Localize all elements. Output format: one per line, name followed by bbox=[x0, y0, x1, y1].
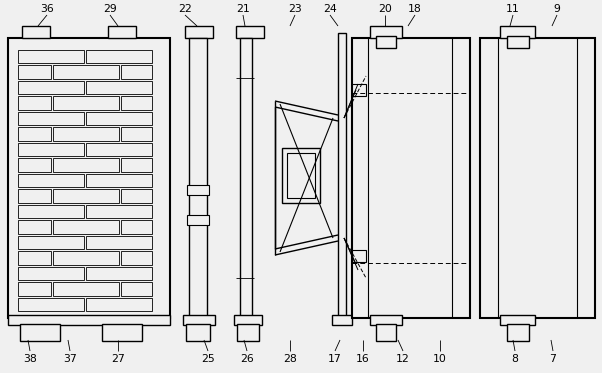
Bar bbox=[18, 251, 51, 264]
Text: 11: 11 bbox=[506, 4, 520, 14]
Text: 26: 26 bbox=[240, 354, 254, 364]
Bar bbox=[121, 282, 152, 295]
Text: 9: 9 bbox=[554, 4, 560, 14]
Bar bbox=[507, 36, 529, 48]
Bar bbox=[53, 282, 119, 295]
Text: 27: 27 bbox=[111, 354, 125, 364]
Bar bbox=[86, 50, 152, 63]
Bar bbox=[18, 266, 84, 280]
Bar bbox=[352, 38, 470, 318]
Bar bbox=[18, 50, 84, 63]
Bar bbox=[53, 251, 119, 264]
Bar bbox=[18, 65, 51, 78]
Text: 20: 20 bbox=[378, 4, 392, 14]
Bar bbox=[18, 204, 84, 218]
Bar bbox=[18, 112, 84, 125]
Bar bbox=[18, 158, 51, 172]
Text: 24: 24 bbox=[323, 4, 337, 14]
Bar bbox=[121, 251, 152, 264]
Text: 38: 38 bbox=[23, 354, 37, 364]
Bar bbox=[18, 298, 84, 311]
Text: 21: 21 bbox=[236, 4, 250, 14]
Text: 18: 18 bbox=[408, 4, 422, 14]
Bar bbox=[86, 266, 152, 280]
Bar bbox=[86, 81, 152, 94]
Bar bbox=[287, 153, 315, 198]
Bar bbox=[8, 38, 170, 318]
Text: 37: 37 bbox=[63, 354, 77, 364]
Bar bbox=[86, 204, 152, 218]
Bar bbox=[8, 315, 170, 325]
Bar bbox=[86, 142, 152, 156]
Bar bbox=[18, 127, 51, 141]
Text: 28: 28 bbox=[283, 354, 297, 364]
Bar bbox=[376, 324, 396, 341]
Bar bbox=[121, 127, 152, 141]
Bar bbox=[282, 148, 320, 203]
Bar bbox=[332, 315, 352, 325]
Bar bbox=[121, 189, 152, 203]
Bar bbox=[500, 26, 535, 38]
Bar bbox=[18, 282, 51, 295]
Bar bbox=[187, 215, 209, 225]
Bar bbox=[121, 220, 152, 233]
Bar bbox=[352, 84, 366, 96]
Text: 7: 7 bbox=[550, 354, 556, 364]
Bar bbox=[186, 324, 210, 341]
Bar bbox=[338, 33, 346, 318]
Bar bbox=[18, 189, 51, 203]
Bar bbox=[22, 26, 50, 38]
Bar bbox=[20, 324, 60, 341]
Bar bbox=[183, 315, 215, 325]
Bar bbox=[53, 158, 119, 172]
Bar bbox=[370, 26, 402, 38]
Text: 25: 25 bbox=[201, 354, 215, 364]
Bar bbox=[86, 173, 152, 187]
Text: 17: 17 bbox=[328, 354, 342, 364]
Text: 10: 10 bbox=[433, 354, 447, 364]
Bar bbox=[376, 36, 396, 48]
Bar bbox=[121, 158, 152, 172]
Bar bbox=[86, 112, 152, 125]
Text: 8: 8 bbox=[512, 354, 518, 364]
Bar bbox=[18, 220, 51, 233]
Bar bbox=[53, 96, 119, 110]
Bar bbox=[18, 96, 51, 110]
Bar bbox=[480, 38, 595, 318]
Bar bbox=[240, 38, 252, 318]
Bar bbox=[53, 220, 119, 233]
Bar bbox=[53, 65, 119, 78]
Text: 22: 22 bbox=[178, 4, 192, 14]
Bar bbox=[121, 65, 152, 78]
Bar bbox=[86, 235, 152, 249]
Bar bbox=[53, 127, 119, 141]
Text: 29: 29 bbox=[103, 4, 117, 14]
Bar bbox=[370, 315, 402, 325]
Bar bbox=[234, 315, 262, 325]
Bar bbox=[121, 96, 152, 110]
Bar bbox=[108, 26, 136, 38]
Bar bbox=[185, 26, 213, 38]
Text: 23: 23 bbox=[288, 4, 302, 14]
Bar bbox=[507, 324, 529, 341]
Bar bbox=[187, 185, 209, 195]
Text: 16: 16 bbox=[356, 354, 370, 364]
Bar bbox=[189, 38, 207, 318]
Bar bbox=[18, 142, 84, 156]
Bar bbox=[102, 324, 142, 341]
Bar bbox=[86, 298, 152, 311]
Bar bbox=[500, 315, 535, 325]
Bar bbox=[53, 189, 119, 203]
Text: 36: 36 bbox=[40, 4, 54, 14]
Bar bbox=[352, 250, 366, 262]
Bar bbox=[18, 173, 84, 187]
Bar bbox=[237, 324, 259, 341]
Bar bbox=[18, 235, 84, 249]
Text: 12: 12 bbox=[396, 354, 410, 364]
Bar bbox=[18, 81, 84, 94]
Bar bbox=[236, 26, 264, 38]
